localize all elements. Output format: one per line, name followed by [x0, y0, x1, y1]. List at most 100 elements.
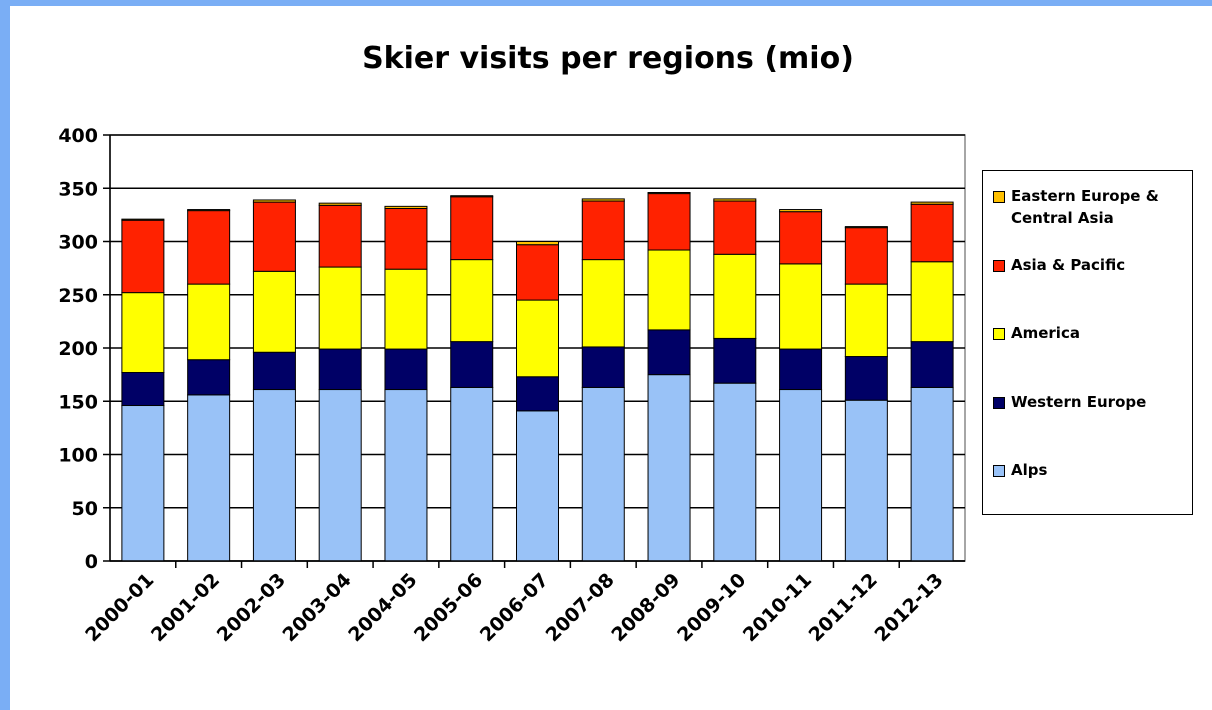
legend-label: Alps: [1011, 461, 1048, 479]
legend-item: Western Europe: [993, 391, 1188, 413]
bar-segment: [450, 195, 494, 198]
bar-segment: [581, 198, 625, 202]
y-tick-label: 200: [58, 338, 98, 360]
bar-segment: [252, 389, 296, 562]
bar-segment: [516, 299, 559, 378]
legend-label: America: [1011, 324, 1080, 342]
bar-segment: [647, 193, 691, 251]
bar-segment: [844, 283, 888, 358]
bar-segment: [713, 198, 757, 202]
bar-segment: [713, 382, 757, 562]
bar-segment: [581, 259, 625, 348]
bar-segment: [318, 204, 362, 268]
x-tick-label: 2008-09: [607, 569, 684, 646]
legend-label: Western Europe: [1011, 393, 1147, 411]
bar-segment: [516, 410, 559, 562]
bar-segment: [647, 192, 691, 195]
legend-swatch: [993, 328, 1005, 340]
legend-label: Eastern Europe & Central Asia: [1011, 187, 1159, 227]
page: Skier visits per regions (mio) 0 50 100 150…: [10, 6, 1212, 710]
y-tick-label: 300: [58, 232, 98, 254]
legend-swatch: [993, 397, 1005, 409]
bar-segment: [581, 200, 625, 261]
chart-title: Skier visits per regions (mio): [362, 41, 854, 76]
bar-segment: [450, 259, 494, 343]
x-tick-label: 2002-03: [213, 569, 290, 646]
bar-segment: [647, 374, 691, 562]
legend-item: Asia & Pacific: [993, 254, 1188, 276]
x-tick-label: 2004-05: [344, 569, 421, 646]
bar-segment: [121, 218, 165, 221]
y-tick-label: 250: [58, 285, 98, 307]
bar-segment: [779, 348, 823, 391]
bar-segment: [187, 210, 231, 285]
legend-swatch: [993, 191, 1005, 203]
bar-segment: [910, 386, 954, 562]
bar-segment: [252, 199, 296, 203]
bar-segment: [121, 292, 165, 373]
bar-segment: [581, 346, 625, 388]
legend-item: Alps: [993, 459, 1188, 481]
x-tick-label: 2012-13: [870, 569, 947, 646]
bar-segment: [844, 226, 888, 229]
bar-segment: [910, 201, 954, 205]
legend-label: Asia & Pacific: [1011, 256, 1126, 274]
y-tick-label: 350: [58, 178, 98, 200]
y-tick-label: 100: [58, 445, 98, 467]
bar-segment: [121, 405, 165, 562]
bar-segment: [647, 329, 691, 376]
bar-segment: [187, 359, 231, 396]
bar-segment: [384, 205, 428, 209]
bar-segment: [450, 386, 494, 562]
x-tick-label: 2001-02: [147, 569, 224, 646]
legend-swatch: [993, 465, 1005, 477]
legend-swatch: [993, 260, 1005, 272]
bar-segment: [779, 211, 823, 265]
bar-segment: [318, 348, 362, 391]
bar-segment: [779, 263, 823, 350]
bar-segment: [779, 389, 823, 562]
y-tick-label: 400: [58, 125, 98, 147]
bar-segment: [450, 341, 494, 388]
bar-segment: [516, 241, 559, 246]
bar-segment: [121, 371, 165, 407]
bar-segment: [647, 249, 691, 331]
bar-segment: [910, 261, 954, 343]
bar-segment: [713, 200, 757, 255]
bar-segment: [252, 270, 296, 353]
x-tick-label: 2006-07: [476, 569, 553, 646]
bar-segment: [910, 341, 954, 388]
chart: Skier visits per regions (mio) 0 50 100 150…: [58, 41, 966, 646]
bar-segment: [318, 389, 362, 562]
bar-segment: [252, 201, 296, 272]
x-tick-label: 2007-08: [542, 569, 619, 646]
bar-segment: [187, 394, 231, 562]
bar-segment: [713, 253, 757, 339]
bar-segment: [187, 209, 231, 212]
bar-segment: [516, 376, 559, 412]
bar-segment: [252, 351, 296, 391]
y-tick-label: 50: [72, 498, 98, 520]
legend-item: Eastern Europe & Central Asia: [993, 185, 1188, 229]
x-tick-label: 2009-10: [673, 569, 750, 646]
legend-item: America: [993, 322, 1188, 344]
bar-segment: [187, 283, 231, 361]
bar-segment: [318, 202, 362, 206]
bar-segment: [384, 348, 428, 391]
bar-segment: [713, 337, 757, 384]
bar-segment: [121, 219, 165, 294]
bar-segment: [910, 203, 954, 263]
x-tick-label: 2003-04: [278, 569, 355, 646]
x-tick-label: 2005-06: [410, 569, 487, 646]
bar-segment: [779, 209, 823, 213]
bar-segment: [384, 389, 428, 562]
bar-segment: [844, 399, 888, 562]
bar-segment: [581, 386, 625, 562]
legend: Eastern Europe & Central Asia Asia & Paci…: [982, 170, 1193, 515]
x-tick-label: 2010-11: [739, 569, 816, 646]
bar-segment: [450, 196, 494, 261]
bar-segment: [384, 268, 428, 350]
y-tick-label: 150: [58, 391, 98, 413]
bar-segment: [844, 227, 888, 285]
bar-segment: [516, 244, 559, 301]
